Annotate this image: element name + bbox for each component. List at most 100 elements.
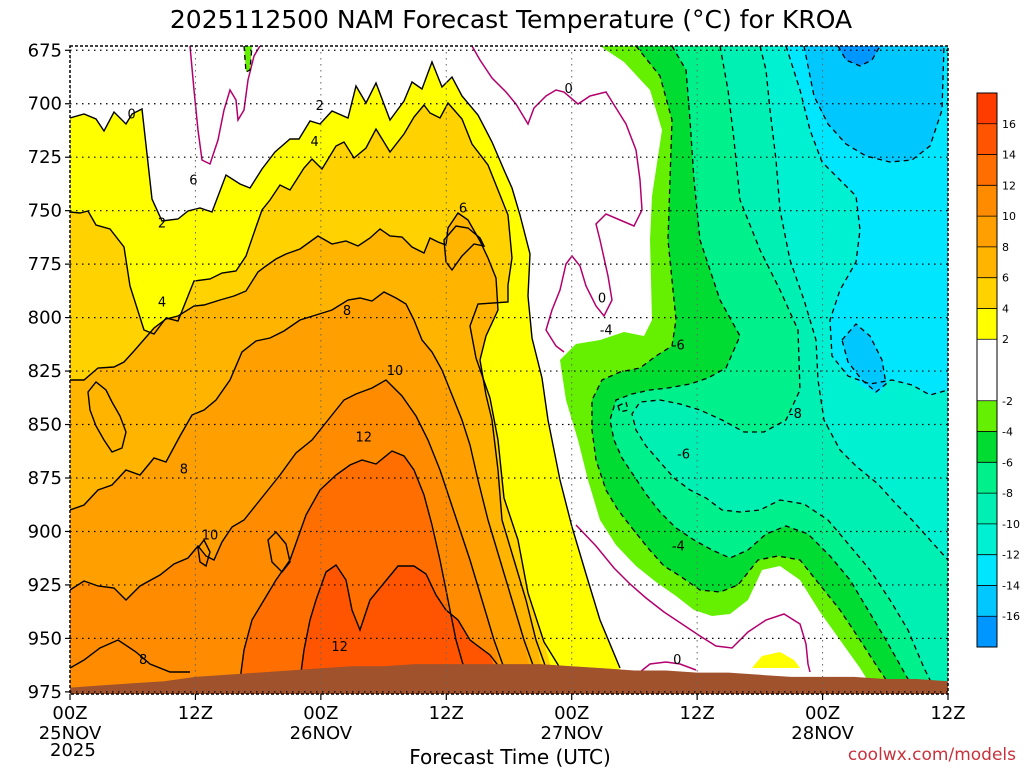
contour-label: -6 [672, 338, 685, 353]
y-tick-label: 725 [28, 147, 62, 168]
x-tick-date: 28NOV [791, 723, 854, 744]
colorbar-label: 10 [1002, 210, 1016, 223]
colorbar-bin [977, 523, 997, 555]
zero-contour-lines [189, 46, 811, 673]
y-tick-label: 950 [28, 628, 62, 649]
contour-label: 12 [331, 640, 348, 655]
contour-label: 4 [158, 296, 166, 311]
contour-plus8 [70, 291, 535, 669]
colorbar-label: 4 [1002, 302, 1009, 315]
x-tick-date: 25NOV [39, 723, 102, 744]
colorbar: 16 14 12 10 8 6 4 2 -2 -4 -6 -8 -10 -12 -14 -16 [976, 92, 1020, 648]
x-tick-label: 00Z [303, 703, 338, 724]
colorbar-bin [977, 339, 997, 401]
colorbar-bin [977, 400, 997, 432]
year-label: 2025 [50, 740, 96, 761]
contour-label: 8 [139, 653, 147, 668]
x-tick-date: 26NOV [290, 723, 353, 744]
colorbar-label: -4 [1002, 426, 1013, 439]
y-tick-label: 700 [28, 94, 62, 115]
contour-label: -8 [789, 407, 802, 422]
contour-label: 2 [158, 217, 166, 232]
contour-label: -4 [672, 539, 685, 554]
contour-label: 10 [202, 529, 219, 544]
fill-14-to-16 [300, 565, 500, 680]
colorbar-label: 6 [1002, 272, 1009, 285]
y-tick-label: 800 [28, 308, 62, 329]
colorbar-bin [977, 246, 997, 278]
contour-label: 4 [310, 135, 318, 150]
contour-plus6-blob [443, 225, 486, 272]
zero-line-left [189, 46, 261, 166]
zero-line-surface [639, 661, 697, 673]
colorbar-label: -12 [1002, 549, 1020, 562]
y-tick-label: 875 [28, 468, 62, 489]
contour-label: 0 [128, 107, 136, 122]
x-tick-label: 00Z [554, 703, 589, 724]
contour-minus12 [785, 46, 948, 396]
contour-label: 8 [343, 304, 351, 319]
contour-label: -6 [677, 447, 690, 462]
contour-label: 6 [459, 202, 467, 217]
x-tick-label: 12Z [680, 703, 715, 724]
warm-contour-lines [70, 60, 621, 681]
x-tick-label: 00Z [805, 703, 840, 724]
colorbar-label: 2 [1002, 333, 1009, 346]
colorbar-frame [976, 92, 998, 648]
colorbar-label: 16 [1002, 118, 1016, 131]
contour-plus14 [299, 564, 501, 681]
colorbar-label: -6 [1002, 456, 1013, 469]
contour-label: 0 [564, 82, 572, 97]
terrain-surface [70, 664, 948, 694]
colorbar-bin [977, 93, 997, 124]
contour-label: 2 [316, 99, 324, 114]
contour-plus12-blob [267, 530, 291, 574]
contour-minus14 [803, 46, 945, 163]
x-tick-date: 27NOV [540, 723, 603, 744]
y-tick-label: 900 [28, 521, 62, 542]
zero-line-lower [575, 524, 811, 673]
colorbar-bin [977, 277, 997, 309]
contour-plus10-blob [197, 538, 211, 568]
colorbar-bin [977, 185, 997, 217]
colorbar-bin [977, 554, 997, 586]
contour-label: 12 [355, 430, 372, 445]
chart-title: 2025112500 NAM Forecast Temperature (°C)… [170, 5, 852, 34]
x-axis-label: Forecast Time (UTC) [409, 745, 611, 768]
colorbar-label: 8 [1002, 241, 1009, 254]
contour-plus12 [239, 450, 465, 681]
y-axis: 675 700 725 750 775 800 825 850 875 900 925 950 975 [28, 40, 70, 703]
colorbar-label: 14 [1002, 149, 1016, 162]
colorbar-label: -10 [1002, 518, 1020, 531]
y-tick-label: 825 [28, 361, 62, 382]
colorbar-bin [977, 308, 997, 340]
contour-plus8-blob [87, 381, 127, 453]
x-tick-label: 00Z [52, 703, 87, 724]
contour-plus2 [70, 60, 621, 669]
contour-minus4 [591, 46, 897, 694]
plot-area: 0 2 2 4 4 6 6 8 8 8 10 10 12 12 0 0 0 -4 -6 -6 -4 -8 [70, 46, 948, 694]
contour-plus10 [70, 379, 505, 669]
colorbar-label: 12 [1002, 179, 1016, 192]
contour-label: -4 [600, 323, 613, 338]
contour-label: 0 [673, 653, 681, 668]
colorbar-bin [977, 154, 997, 186]
colorbar-label: -16 [1002, 610, 1020, 623]
colorbar-bin [977, 216, 997, 247]
colorbar-label: -14 [1002, 579, 1020, 592]
cold-contour-lines [243, 46, 948, 694]
y-tick-label: 975 [28, 682, 62, 703]
fill-yellow-blob [752, 652, 800, 668]
zero-line-upper [471, 46, 643, 353]
y-tick-label: 775 [28, 254, 62, 275]
colorbar-label: -8 [1002, 487, 1013, 500]
contour-label: 0 [598, 291, 606, 306]
y-tick-label: 850 [28, 415, 62, 436]
x-tick-label: 12Z [930, 703, 965, 724]
contour-minus14-blob [841, 323, 887, 393]
colorbar-bin [977, 462, 997, 494]
colorbar-label: -2 [1002, 395, 1013, 408]
colorbar-bin [977, 123, 997, 155]
x-tick-label: 12Z [178, 703, 213, 724]
contour-minus8-blob [617, 401, 629, 413]
